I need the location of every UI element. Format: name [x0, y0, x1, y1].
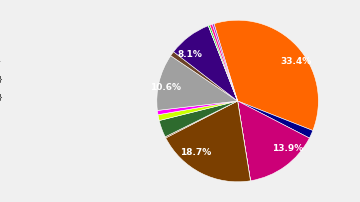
Wedge shape [171, 52, 238, 101]
Wedge shape [208, 25, 238, 101]
Wedge shape [238, 101, 309, 181]
Wedge shape [238, 101, 313, 138]
Text: 33.4%: 33.4% [280, 57, 311, 66]
Legend: AAAP{0.23%}, AIFB{0.04%}, AIMIM{1.16%}, AITC{0.29%}, AJSUP{8.10%}, BJP{33.37%}, : AAAP{0.23%}, AIFB{0.04%}, AIMIM{1.16%}, … [0, 58, 4, 144]
Text: 18.7%: 18.7% [180, 148, 211, 157]
Wedge shape [165, 101, 238, 138]
Text: 8.1%: 8.1% [178, 50, 203, 59]
Wedge shape [157, 101, 238, 115]
Wedge shape [174, 26, 238, 101]
Wedge shape [159, 101, 238, 137]
Text: 13.9%: 13.9% [272, 144, 303, 153]
Wedge shape [238, 101, 251, 181]
Wedge shape [214, 20, 318, 130]
Wedge shape [208, 26, 238, 101]
Wedge shape [212, 24, 238, 101]
Wedge shape [158, 101, 238, 121]
Wedge shape [166, 101, 251, 182]
Wedge shape [157, 56, 238, 110]
Text: 10.6%: 10.6% [150, 83, 181, 92]
Wedge shape [210, 24, 238, 101]
